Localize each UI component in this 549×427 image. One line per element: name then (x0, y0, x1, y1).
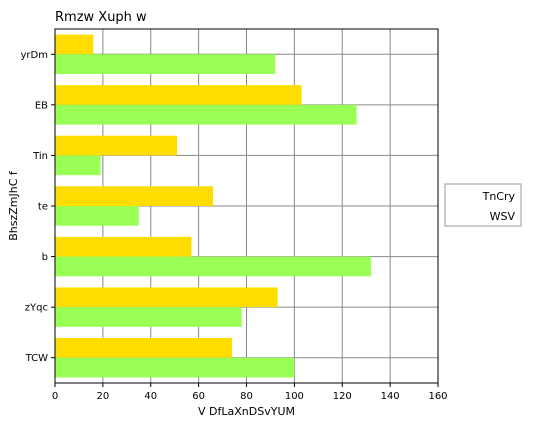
y-axis-label: BhszZmJhC f (7, 170, 20, 241)
bar-wsv (55, 256, 371, 277)
bar-wsv (55, 54, 276, 75)
chart-title: Rmzw Xuph w (55, 10, 147, 25)
x-tick-label: 40 (144, 391, 157, 402)
y-tick-label: zYqc (25, 303, 48, 314)
x-axis-label: V DfLaXnDSvYUM (198, 405, 295, 418)
y-tick-label: te (38, 202, 48, 213)
x-tick-label: 80 (240, 391, 253, 402)
bar-tncry (55, 337, 233, 358)
x-tick-label: 100 (285, 391, 304, 402)
legend-box (444, 183, 522, 227)
y-tick-label: Tin (32, 151, 48, 162)
bar-tncry (55, 135, 178, 156)
x-tick-label: 160 (428, 391, 447, 402)
bar-tncry (55, 34, 94, 55)
x-tick-label: 140 (381, 391, 400, 402)
x-tick-label: 20 (97, 391, 110, 402)
bar-tncry (55, 287, 278, 308)
bar-tncry (55, 186, 213, 206)
bars (55, 34, 371, 378)
legend: TnCry WSV (444, 183, 522, 227)
x-tick-label: 0 (52, 391, 58, 402)
bar-wsv (55, 206, 139, 226)
y-tick-label: b (42, 252, 48, 263)
legend-entry-wsv: WSV (490, 210, 516, 223)
bar-wsv (55, 307, 242, 327)
bar-wsv (55, 104, 357, 125)
y-tick-label: EB (35, 100, 48, 111)
x-tick-label: 120 (333, 391, 352, 402)
bar-tncry (55, 236, 192, 257)
bar-wsv (55, 155, 101, 176)
y-tick-label: yrDm (21, 50, 48, 61)
bar-tncry (55, 85, 302, 105)
x-tick-label: 60 (192, 391, 205, 402)
y-tick-label: TCW (25, 353, 49, 364)
legend-entry-tncry: TnCry (482, 190, 516, 203)
ticks: 0 20 40 60 80 100 120 140 160 yrDm EB Tin te b zYqc TCW (21, 50, 448, 402)
bar-wsv (55, 357, 295, 378)
